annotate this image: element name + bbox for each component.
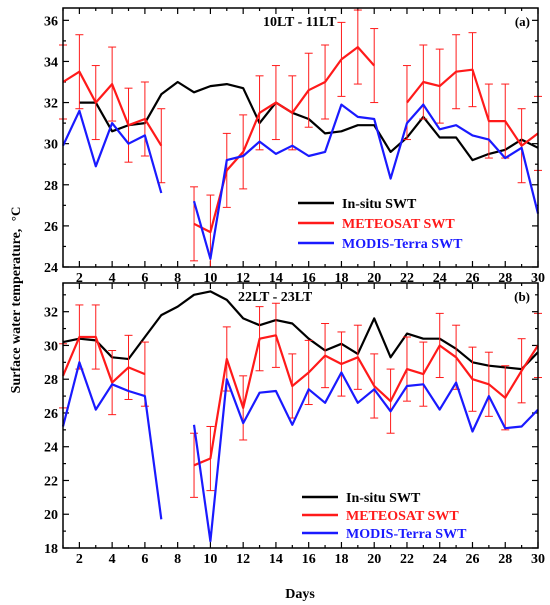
legend: In-situ SWT METEOSAT SWT MODIS-Terra SWT	[302, 491, 467, 542]
series-line	[62, 109, 163, 194]
x-tick-label: 14	[269, 552, 283, 567]
series-line	[192, 371, 539, 543]
y-tick-label: 26	[44, 407, 58, 422]
x-tick-label: 22	[400, 552, 414, 567]
y-tick-label: 34	[44, 55, 58, 70]
x-tick-label: 4	[109, 271, 116, 286]
y-axis-label: Surface water temperature, °C	[8, 207, 24, 394]
series-line	[193, 334, 539, 467]
x-tick-label: 30	[531, 552, 545, 567]
y-tick-label: 30	[44, 339, 58, 354]
legend: In-situ SWT METEOSAT SWT MODIS-Terra SWT	[298, 197, 463, 252]
y-axis-label-text: Surface water temperature,	[9, 229, 24, 394]
x-tick-label: 10	[203, 552, 217, 567]
y-tick-label: 32	[44, 306, 58, 321]
series-line	[406, 68, 539, 147]
series-meteosat	[59, 9, 542, 268]
y-tick-label: 30	[44, 138, 58, 153]
x-tick-label: 16	[302, 552, 316, 567]
x-tick-label: 20	[367, 552, 381, 567]
plot-frame	[62, 282, 539, 549]
x-tick-label: 28	[498, 552, 512, 567]
y-tick-label: 36	[44, 14, 58, 29]
panel-b: 2 4 6 8 10 12 14 16 18 20 22 24 26 28 3018202224262830…	[44, 282, 545, 567]
y-tick-label: 26	[44, 220, 58, 235]
y-tick-label: 24	[44, 261, 58, 276]
series-modis	[62, 103, 540, 260]
x-tick-label: 24	[433, 552, 447, 567]
plot-frame	[62, 7, 539, 268]
series-line	[61, 335, 146, 384]
legend-label: MODIS-Terra SWT	[346, 527, 467, 542]
x-tick-label: 18	[334, 552, 348, 567]
series-insitu	[62, 290, 539, 371]
x-tick-label: 8	[174, 271, 181, 286]
legend-label: METEOSAT SWT	[346, 509, 459, 524]
x-tick-label: 8	[174, 552, 181, 567]
x-tick-label: 2	[76, 552, 83, 567]
legend-label: METEOSAT SWT	[342, 217, 455, 232]
series-line	[62, 290, 539, 371]
x-tick-label: 26	[465, 552, 479, 567]
x-tick-label: 4	[109, 552, 116, 567]
series-line	[192, 103, 540, 260]
x-tick-label: 12	[236, 552, 250, 567]
x-axis-label: Days	[285, 587, 315, 602]
legend-label: In-situ SWT	[346, 491, 421, 506]
plots-layer: 2 4 6 8 10 12 14 16 18 20 22 24 26 28 3024262830323436…	[44, 7, 545, 567]
panel-tag: (a)	[515, 14, 530, 29]
legend-label: In-situ SWT	[342, 197, 417, 212]
x-tick-label: 2	[76, 271, 83, 286]
panel-title: 10LT - 11LT	[263, 15, 337, 30]
panel-tag: (b)	[514, 289, 530, 304]
x-tick-label: 6	[141, 271, 148, 286]
series-line	[62, 70, 163, 147]
y-tick-label: 20	[44, 508, 58, 523]
y-tick-label: 22	[44, 474, 58, 489]
series-modis	[61, 361, 539, 543]
panel-title: 22LT - 23LT	[238, 290, 313, 305]
y-axis-unit: °C	[8, 207, 23, 222]
y-tick-label: 24	[44, 441, 58, 456]
series-line	[61, 361, 163, 520]
y-tick-label: 28	[44, 373, 58, 388]
y-tick-label: 28	[44, 179, 58, 194]
legend-label: MODIS-Terra SWT	[342, 237, 463, 252]
y-tick-label: 32	[44, 97, 58, 112]
panel-a: 2 4 6 8 10 12 14 16 18 20 22 24 26 28 3024262830323436…	[44, 7, 545, 286]
x-tick-label: 6	[141, 552, 148, 567]
series-meteosat	[59, 302, 542, 498]
y-tick-label: 18	[44, 542, 58, 557]
